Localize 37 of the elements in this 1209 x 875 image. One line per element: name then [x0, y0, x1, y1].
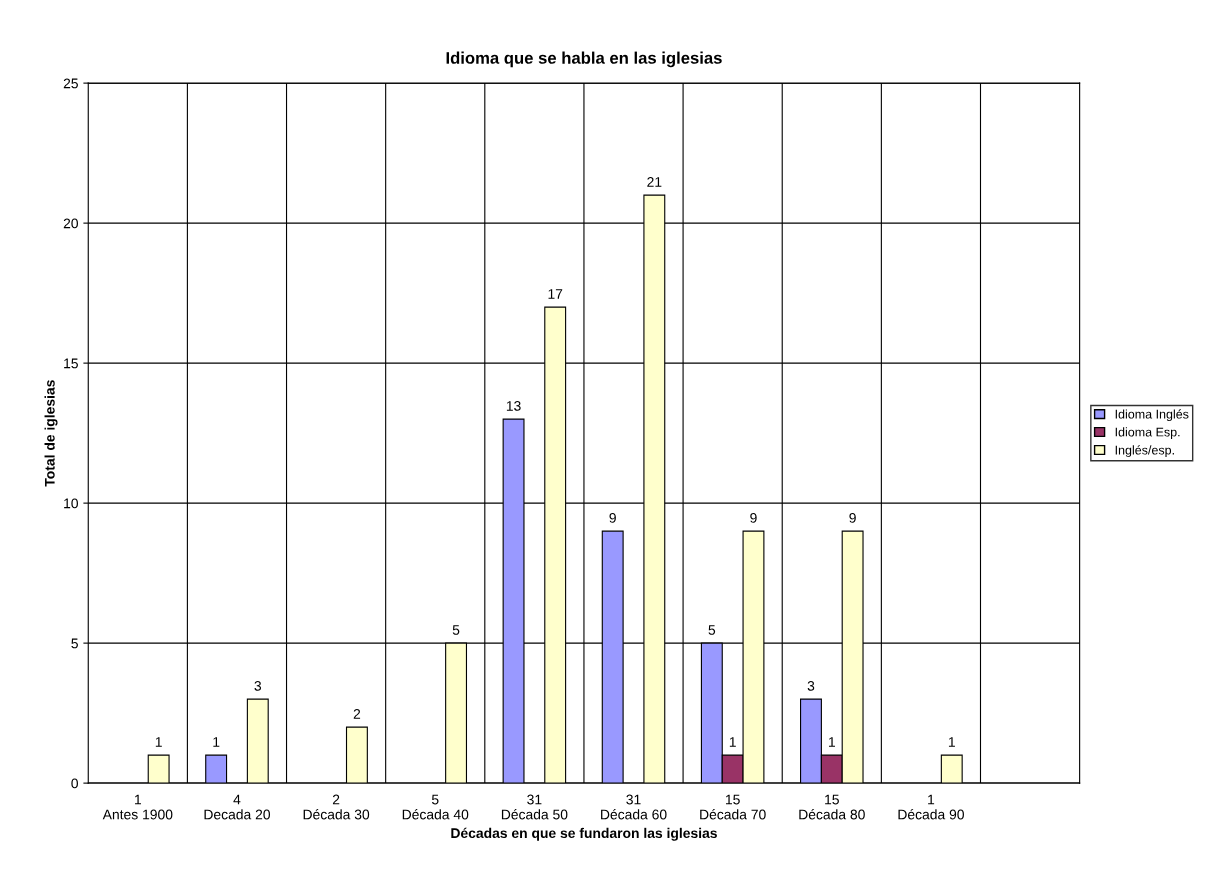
data-label: 5	[708, 625, 716, 635]
y-tick-label: 5	[71, 638, 78, 649]
x-tick-label: 1 Antes 1900	[102, 794, 173, 820]
y-tick-label: 10	[64, 498, 78, 509]
y-tick-label: 25	[63, 78, 78, 89]
data-label: 2	[353, 708, 361, 719]
x-tick-label: 31 Década 50	[501, 794, 568, 820]
x-tick-label: 5 Década 40	[402, 794, 469, 820]
x-axis-title: Décadas en que se fundaron las iglesias	[451, 827, 717, 841]
data-label: 5	[452, 625, 460, 635]
x-tick-label: 1 Década 90	[898, 794, 964, 820]
data-label: 21	[647, 176, 662, 187]
data-label: 9	[750, 512, 757, 523]
y-tick-label: 0	[71, 778, 78, 789]
y-tick-label: 20	[63, 218, 78, 229]
data-label: 1	[948, 737, 955, 747]
chart-title: Idioma que se habla en las iglesias	[446, 51, 722, 68]
legend-label: Idioma Inglés	[1115, 409, 1189, 422]
x-tick-label: 15 Década 70	[700, 794, 766, 820]
y-tick-label: 15	[64, 358, 78, 369]
x-tick-label: 31 Década 60	[601, 794, 667, 820]
legend-label: Idioma Esp.	[1115, 427, 1180, 439]
data-label: 3	[254, 680, 262, 691]
data-label: 9	[849, 512, 856, 523]
x-tick-label: 15 Década 80	[799, 794, 865, 820]
x-tick-label: 4 Decada 20	[204, 794, 271, 820]
data-label: 17	[548, 289, 563, 299]
data-label: 1	[213, 737, 220, 747]
data-label: 13	[506, 400, 521, 411]
data-label: 1	[155, 737, 162, 747]
y-axis-title: Total de iglesias	[44, 380, 58, 487]
data-label: 1	[729, 737, 736, 747]
data-label: 3	[807, 680, 815, 691]
x-tick-label: 2 Década 30	[303, 794, 370, 820]
legend-label: Inglés/esp.	[1115, 445, 1174, 457]
data-label: 1	[828, 737, 835, 747]
data-label: 9	[609, 512, 616, 523]
